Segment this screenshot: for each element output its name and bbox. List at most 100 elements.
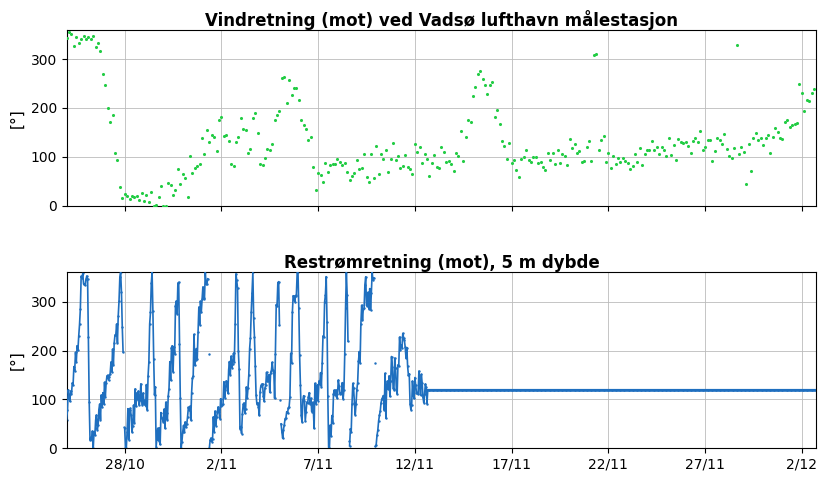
Point <box>698 143 711 151</box>
Point <box>113 183 127 191</box>
Point <box>626 162 639 170</box>
Point <box>566 144 579 152</box>
Point <box>442 157 456 165</box>
Point <box>483 81 496 89</box>
Point <box>572 147 586 155</box>
Point <box>435 143 448 151</box>
Point <box>247 114 260 122</box>
Point <box>319 159 332 167</box>
Point <box>244 144 257 152</box>
Point <box>323 161 337 169</box>
Point <box>662 133 676 141</box>
Point <box>62 28 76 36</box>
Point <box>65 30 78 38</box>
Point <box>425 159 438 167</box>
Point <box>350 156 363 164</box>
Point <box>97 70 110 78</box>
Point <box>505 159 518 167</box>
Point <box>751 135 765 143</box>
Point <box>590 50 603 58</box>
Point <box>389 156 402 164</box>
Point <box>580 142 593 150</box>
Point <box>553 159 566 167</box>
Point <box>507 156 521 164</box>
Point <box>347 169 361 177</box>
Point <box>638 150 651 158</box>
Point <box>776 135 789 143</box>
Point <box>416 159 429 167</box>
Point <box>716 140 729 148</box>
Point <box>641 146 654 154</box>
Point <box>447 167 461 175</box>
Point <box>169 187 182 195</box>
Point <box>290 84 303 92</box>
Point <box>295 116 308 124</box>
Point <box>142 198 156 206</box>
Point <box>515 155 528 163</box>
Point <box>253 160 267 168</box>
Point <box>730 41 743 49</box>
Point <box>248 109 262 117</box>
Point <box>718 129 731 137</box>
Point <box>575 158 588 166</box>
Point <box>341 168 354 176</box>
Point <box>796 89 809 97</box>
Point <box>272 107 286 115</box>
Point <box>488 113 501 121</box>
Point <box>82 33 95 41</box>
Point <box>322 168 335 176</box>
Point <box>747 134 761 142</box>
Point <box>520 146 533 154</box>
Point <box>771 128 785 136</box>
Point <box>643 146 656 154</box>
Point <box>534 158 547 166</box>
Point <box>526 153 540 161</box>
Point <box>227 162 240 170</box>
Point <box>786 121 799 129</box>
Point <box>788 120 801 128</box>
Point <box>101 104 114 112</box>
Point <box>652 150 666 158</box>
Point <box>392 152 405 160</box>
Point <box>628 150 641 158</box>
Point <box>674 138 687 146</box>
Point <box>261 145 274 153</box>
Point <box>427 151 441 159</box>
Point <box>178 174 192 182</box>
Point <box>679 138 692 146</box>
Point <box>510 166 523 174</box>
Point <box>382 168 395 176</box>
Point <box>374 150 387 158</box>
Point <box>807 85 821 93</box>
Point <box>449 149 462 157</box>
Point <box>183 152 197 160</box>
Point <box>706 157 719 165</box>
Point <box>360 173 373 181</box>
Point <box>672 135 686 143</box>
Point <box>297 121 311 129</box>
Point <box>147 202 161 210</box>
Point <box>224 160 237 168</box>
Point <box>280 99 293 107</box>
Point <box>703 136 716 144</box>
Point <box>210 147 223 155</box>
Point <box>694 127 707 135</box>
Point <box>621 159 635 167</box>
Point <box>469 84 482 92</box>
Point <box>636 161 649 169</box>
Point <box>164 181 177 189</box>
Point <box>791 119 804 127</box>
Point <box>84 35 97 43</box>
Point <box>118 190 132 198</box>
Point <box>172 165 185 173</box>
Point <box>749 129 762 137</box>
Point <box>173 180 187 188</box>
Point <box>167 191 180 199</box>
Point <box>681 142 695 150</box>
Point <box>413 143 426 151</box>
Point <box>67 42 81 50</box>
Point <box>74 35 87 43</box>
Point <box>352 165 366 173</box>
Point <box>476 75 489 83</box>
Point <box>314 171 327 179</box>
